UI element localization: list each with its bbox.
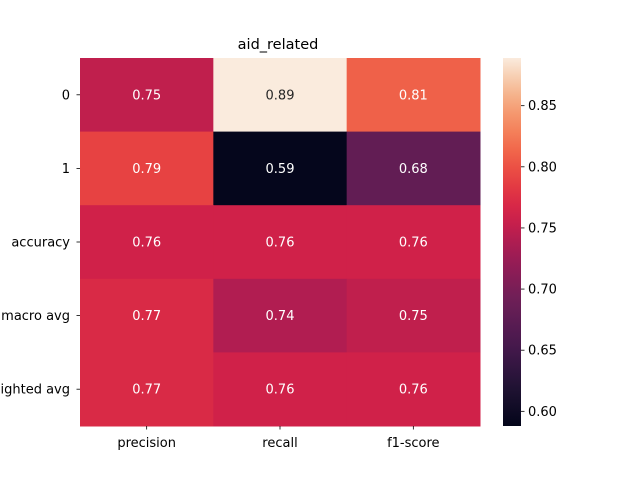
- heatmap-cell-3-2: [346, 278, 481, 353]
- heatmap-cell-label-3-2: 0.75: [399, 309, 428, 324]
- x-tick-label: recall: [262, 436, 297, 451]
- heatmap-cell-label-2-2: 0.76: [399, 236, 428, 251]
- heatmap-cell-label-4-0: 0.77: [132, 383, 161, 398]
- heatmap-cell-2-0: [80, 205, 214, 280]
- heatmap-cell-4-2: [346, 352, 481, 427]
- heatmap-cell-2-1: [213, 205, 348, 280]
- heatmap-cell-1-1: [213, 131, 348, 206]
- heatmap-cell-label-4-2: 0.76: [399, 383, 428, 398]
- y-tick-label: weighted avg: [0, 383, 70, 398]
- x-tick-label: f1-score: [387, 436, 439, 451]
- heatmap-cell-4-1: [213, 352, 348, 427]
- heatmap-cell-labels: 0.75 0.89 0.81 0.79 0.59 0.68 0.76 0.76 0.76 0.77…: [132, 88, 428, 397]
- heatmap-cell-0-0: [80, 58, 214, 133]
- colorbar: 0.60 0.65 0.70 0.75 0.80 0.85: [503, 58, 557, 426]
- heatmap-cell-label-3-1: 0.74: [266, 309, 295, 324]
- heatmap-cell-label-4-1: 0.76: [266, 383, 295, 398]
- y-tick-label: macro avg: [1, 309, 70, 324]
- colorbar-tick-label: 0.75: [528, 221, 557, 236]
- heatmap-cell-3-1: [213, 278, 348, 353]
- heatmap-cells: [80, 58, 481, 427]
- y-axis: 0 1 accuracy macro avg weighted avg: [0, 88, 80, 398]
- y-tick-label: accuracy: [11, 236, 70, 251]
- heatmap-cell-label-0-1: 0.89: [266, 88, 295, 103]
- y-tick-label: 1: [62, 162, 70, 177]
- colorbar-tick-label: 0.70: [528, 283, 557, 298]
- chart-title: aid_related: [238, 37, 319, 53]
- x-axis: precision recall f1-score: [117, 426, 440, 451]
- heatmap-cell-0-2: [346, 58, 481, 133]
- colorbar-tick-label: 0.60: [528, 405, 557, 420]
- colorbar-gradient: [503, 58, 521, 426]
- heatmap-cell-2-2: [346, 205, 481, 280]
- heatmap-cell-label-2-1: 0.76: [266, 236, 295, 251]
- heatmap-cell-label-0-0: 0.75: [132, 88, 161, 103]
- heatmap-cell-0-1: [213, 58, 348, 133]
- heatmap-cell-3-0: [80, 278, 214, 353]
- heatmap-cell-label-1-0: 0.79: [132, 162, 161, 177]
- y-tick-label: 0: [62, 88, 70, 103]
- colorbar-tick-label: 0.80: [528, 160, 557, 175]
- heatmap-cell-label-1-1: 0.59: [266, 162, 295, 177]
- colorbar-tick-label: 0.85: [528, 99, 557, 114]
- heatmap-cell-label-3-0: 0.77: [132, 309, 161, 324]
- heatmap-cell-label-2-0: 0.76: [132, 236, 161, 251]
- heatmap-cell-4-0: [80, 352, 214, 427]
- heatmap-cell-1-0: [80, 131, 214, 206]
- heatmap-cell-1-2: [346, 131, 481, 206]
- x-tick-label: precision: [117, 436, 176, 451]
- colorbar-tick-label: 0.65: [528, 344, 557, 359]
- heatmap-cell-label-0-2: 0.81: [399, 88, 428, 103]
- heatmap-cell-label-1-2: 0.68: [399, 162, 428, 177]
